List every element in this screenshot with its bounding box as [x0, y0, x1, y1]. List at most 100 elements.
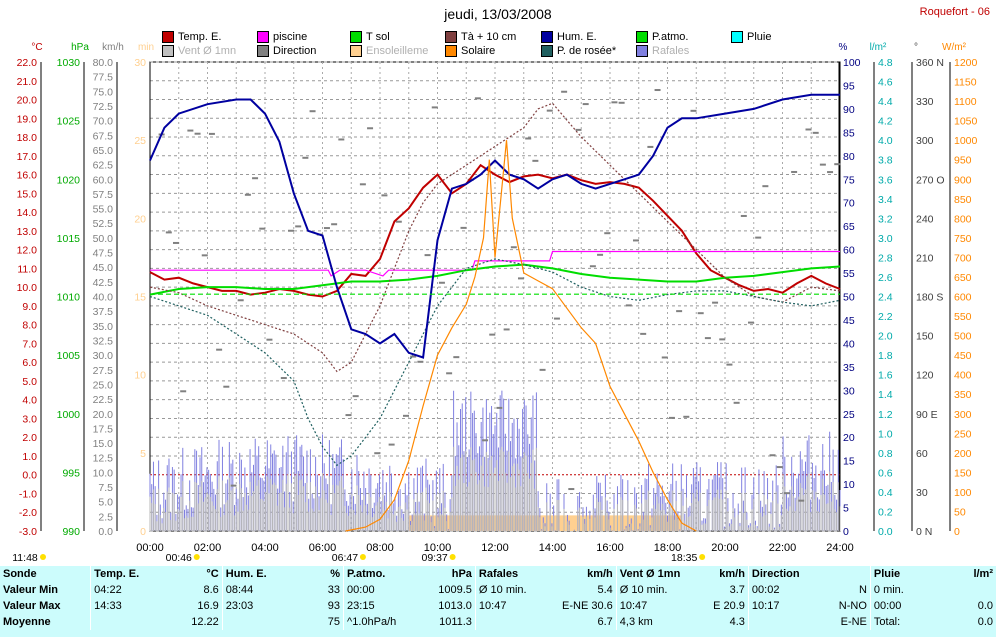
- axis-tick-label: 2.4: [878, 292, 893, 304]
- axis-tick-label: 13.0: [17, 226, 38, 238]
- axis-tick-label: 2.2: [878, 311, 893, 323]
- axis-tick-label: 3.0: [878, 233, 893, 245]
- summary-cell: [951, 582, 996, 598]
- axis-tick-label: 8.0: [22, 320, 37, 332]
- axis-tick-label: 60: [843, 245, 855, 257]
- legend-item[interactable]: Pluie: [731, 31, 771, 43]
- axis-tick-label: 52.5: [93, 218, 114, 230]
- axis-tick-label: 60: [916, 448, 928, 460]
- axis-tick-label: 5: [140, 448, 146, 460]
- legend-label: Vent Ø 1mn: [178, 45, 237, 57]
- summary-cell: Direction: [747, 566, 834, 582]
- axis-tick-label: 20: [843, 432, 855, 444]
- axis-tick-label: 3.6: [878, 174, 893, 186]
- legend-item[interactable]: Temp. E.: [162, 31, 221, 43]
- summary-cell: 4,3 km: [615, 614, 699, 630]
- legend-item[interactable]: Hum. E.: [541, 31, 597, 43]
- legend-item[interactable]: P.atmo.: [636, 31, 689, 43]
- legend-item[interactable]: Vent Ø 1mn: [162, 45, 236, 57]
- summary-table: Sonde Temp. E. °C Hum. E.% P.atmo. hPa Rafales…: [0, 566, 996, 637]
- axis-tick-label: 3.2: [878, 213, 893, 225]
- axis-tick-label: 0.8: [878, 448, 893, 460]
- axis-tick-label: 50: [843, 292, 855, 304]
- axis-tick-label: 5: [843, 503, 849, 515]
- axis-tick-label: 500: [954, 331, 972, 343]
- axis-tick-label: 1000: [57, 409, 81, 421]
- summary-cell: Ø 10 min.: [615, 582, 699, 598]
- axis-tick-label: 950: [954, 155, 972, 167]
- summary-cell: 93: [327, 600, 341, 612]
- station-name: Roquefort - 06: [919, 6, 990, 18]
- axis-unit: km/h: [102, 42, 124, 53]
- legend-item[interactable]: Solaire: [445, 45, 495, 57]
- legend-swatch: [731, 31, 743, 43]
- legend-item[interactable]: P. de rosée*: [541, 45, 616, 57]
- legend-swatch: [636, 45, 648, 57]
- legend-item[interactable]: piscine: [257, 31, 307, 43]
- axis-tick-label: 1100: [954, 96, 977, 108]
- sun-time-label: 06:47: [332, 552, 358, 564]
- axis-tick-label: 1020: [57, 174, 81, 186]
- axis-tick-label: 0.6: [878, 467, 893, 479]
- summary-cell: 0.0: [977, 600, 993, 612]
- axis-tick-label: 210: [916, 252, 934, 264]
- axis-tick-label: 100: [954, 487, 972, 499]
- summary-cell: 33: [327, 584, 341, 596]
- series-p-de-ros-e-: [149, 258, 841, 467]
- legend-label: Pluie: [747, 31, 772, 43]
- summary-cell: Valeur Max: [3, 600, 61, 612]
- axis-tick-label: 10.0: [93, 467, 114, 479]
- axis-tick-label: 150: [954, 467, 972, 479]
- summary-cell: N-NO: [838, 600, 867, 612]
- summary-cell: 1013.0: [438, 600, 472, 612]
- axis-tick-label: 240: [916, 213, 934, 225]
- axis-tick-label: 90 E: [916, 409, 938, 421]
- legend-swatch: [636, 31, 648, 43]
- x-tick-label: 24:00: [826, 542, 854, 554]
- axis-tick-label: 0.0: [878, 526, 893, 538]
- summary-cell: 04:22: [90, 582, 186, 598]
- axis-tick-label: 95: [843, 80, 855, 92]
- axis-tick-label: 650: [954, 272, 972, 284]
- summary-cell: Ø 10 min.: [474, 582, 560, 598]
- legend-swatch: [541, 31, 553, 43]
- axis-tick-label: 300: [916, 135, 934, 147]
- axis-tick-label: 6.0: [22, 357, 37, 369]
- axis-tick-label: 40: [843, 338, 855, 350]
- axis-tick-label: 32.5: [93, 335, 114, 347]
- legend-item[interactable]: Tà + 10 cm: [445, 31, 516, 43]
- summary-cell: Vent Ø 1mn: [615, 566, 699, 582]
- legend-item[interactable]: T sol: [350, 31, 390, 43]
- axis-tick-label: 0 N: [916, 526, 932, 538]
- legend-item[interactable]: Direction: [257, 45, 316, 57]
- summary-cell: Hum. E.: [221, 566, 308, 582]
- summary-cell: Total:: [869, 614, 951, 630]
- axis-tick-label: 995: [62, 467, 80, 479]
- sun-icon: [40, 554, 46, 560]
- axis-tick-label: 1050: [954, 116, 978, 128]
- summary-cell: P.atmo.: [343, 566, 430, 582]
- summary-cell: 00:00: [869, 598, 951, 614]
- axis-tick-label: 10.0: [17, 282, 38, 294]
- axis-tick-label: 22.5: [93, 394, 114, 406]
- axis-tick-label: -3.0: [19, 526, 37, 538]
- axis-tick-label: 1010: [57, 292, 81, 304]
- axis-tick-label: 450: [954, 350, 972, 362]
- axis-tick-label: 150: [916, 331, 934, 343]
- summary-row: Valeur Max 14:33 16.9 23:03 93 23:15 1013.0 10:…: [0, 598, 996, 614]
- legend-item[interactable]: Rafales: [636, 45, 689, 57]
- legend-swatch: [541, 45, 553, 57]
- summary-cell: 3.7: [729, 584, 745, 596]
- summary-cell: 6.7: [597, 616, 613, 628]
- summary-cell: Rafales: [474, 566, 560, 582]
- axis-tick-label: 15: [843, 456, 855, 468]
- axis-tick-label: 1.4: [878, 389, 893, 401]
- axis-tick-label: 2.6: [878, 272, 893, 284]
- legend-item[interactable]: Ensoleilleme: [350, 45, 428, 57]
- axis-tick-label: 7.5: [98, 482, 113, 494]
- axis-tick-label: 14.0: [17, 207, 38, 219]
- axis-tick-label: 10: [134, 370, 146, 382]
- legend-label: Hum. E.: [557, 31, 597, 43]
- axis-tick-label: 55: [843, 268, 855, 280]
- axis-tick-label: 400: [954, 370, 972, 382]
